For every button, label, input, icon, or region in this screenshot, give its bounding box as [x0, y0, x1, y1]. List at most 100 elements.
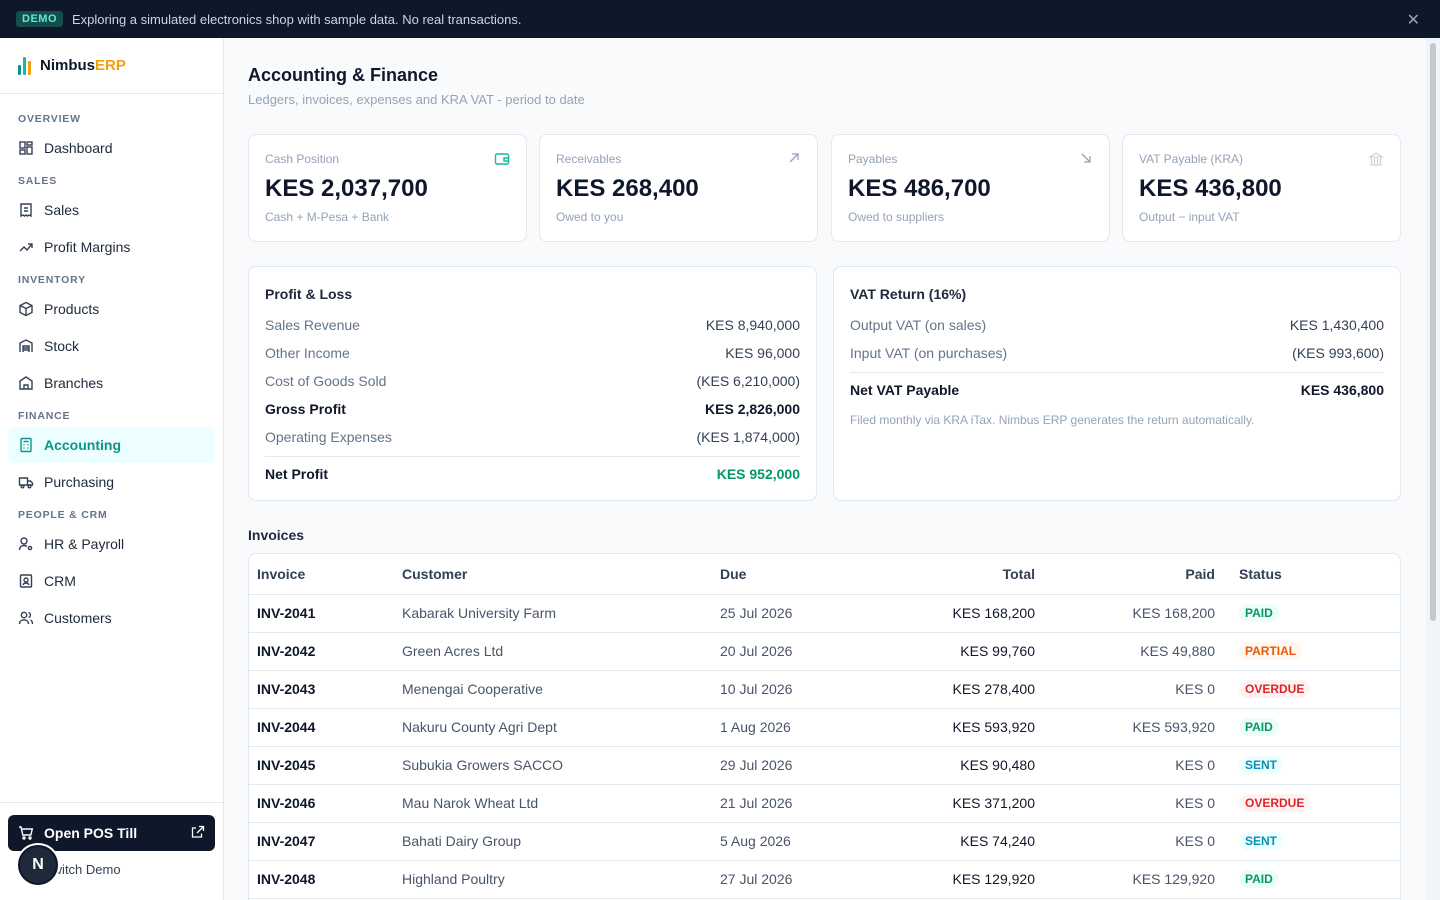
section-overview: OVERVIEW [18, 113, 81, 125]
kpi-card-cash-position: Cash Position KES 2,037,700 Cash + M-Pes… [248, 134, 527, 242]
customer-name: Subukia Growers SACCO [394, 746, 712, 785]
sidebar-item-label: Dashboard [44, 140, 113, 156]
sidebar-item-label: Customers [44, 610, 112, 626]
panel-title: Profit & Loss [265, 286, 353, 302]
sidebar-item-purchasing[interactable]: Purchasing [8, 464, 215, 500]
main-content: Accounting & Finance Ledgers, invoices, … [224, 38, 1426, 900]
kpi-card-vat-payable: VAT Payable (KRA) KES 436,800 Output − i… [1122, 134, 1401, 242]
sidebar-item-branches[interactable]: Branches [8, 365, 215, 401]
switch-demo-button[interactable]: Switch Demo [44, 862, 121, 877]
logo-icon [18, 56, 31, 75]
kpi-card-payables: Payables KES 486,700 Owed to suppliers [831, 134, 1110, 242]
invoice-paid: KES 49,880 [1043, 632, 1223, 671]
column-header[interactable]: Paid [1043, 554, 1223, 595]
kpi-value: KES 436,800 [1139, 175, 1282, 202]
column-header[interactable]: Total [872, 554, 1043, 595]
sidebar-item-label: HR & Payroll [44, 536, 125, 552]
page-title: Accounting & Finance [248, 65, 439, 85]
customer-name: Bahati Dairy Group [394, 822, 712, 861]
status-badge: PAID [1239, 604, 1279, 622]
invoice-total: KES 74,240 [872, 822, 1043, 861]
due-date: 25 Jul 2026 [712, 594, 872, 633]
sidebar-item-products[interactable]: Products [8, 291, 215, 327]
customer-name: Kabarak University Farm [394, 594, 712, 633]
table-row[interactable]: INV-2045 Subukia Growers SACCO 29 Jul 2026… [249, 746, 1400, 785]
sidebar: NimbusERP OVERVIEW Dashboard SALES Sales… [0, 38, 224, 900]
pnl-row: Cost of Goods Sold (KES 6,210,000) [265, 373, 800, 389]
invoice-total: KES 90,480 [872, 746, 1043, 785]
invoice-status: SENT [1223, 822, 1400, 861]
banner-text: Exploring a simulated electronics shop w… [72, 11, 522, 27]
brand[interactable]: NimbusERP [0, 38, 223, 94]
table-row[interactable]: INV-2048 Highland Poultry 27 Jul 2026 KES 1… [249, 860, 1400, 899]
sidebar-item-label: Branches [44, 375, 104, 391]
sidebar-item-label: Products [44, 301, 100, 317]
sidebar-item-dashboard[interactable]: Dashboard [8, 130, 215, 166]
avatar[interactable]: N [18, 845, 58, 885]
sidebar-item-label: Profit Margins [44, 239, 131, 255]
column-header[interactable]: Customer [394, 554, 712, 595]
divider [850, 372, 1384, 373]
invoice-paid: KES 168,200 [1043, 594, 1223, 633]
sidebar-item-hr-payroll[interactable]: HR & Payroll [8, 526, 215, 562]
receipt-icon [18, 202, 34, 218]
invoice-total: KES 99,760 [872, 632, 1043, 671]
invoice-id: INV-2045 [249, 746, 394, 785]
sidebar-footer: Open POS Till Switch Demo N [0, 802, 223, 900]
sidebar-item-customers[interactable]: Customers [8, 600, 215, 636]
kpi-note: Owed to suppliers [848, 210, 945, 224]
sidebar-item-stock[interactable]: Stock [8, 328, 215, 364]
table-row[interactable]: INV-2042 Green Acres Ltd 20 Jul 2026 KES 99… [249, 632, 1400, 671]
column-header[interactable]: Invoice [249, 554, 394, 595]
status-badge: OVERDUE [1239, 794, 1311, 812]
invoices-title: Invoices [248, 527, 305, 543]
due-date: 5 Aug 2026 [712, 822, 872, 861]
table-row[interactable]: INV-2044 Nakuru County Agri Dept 1 Aug 202… [249, 708, 1400, 747]
table-row[interactable]: INV-2046 Mau Narok Wheat Ltd 21 Jul 2026 KE… [249, 784, 1400, 823]
demo-badge: DEMO [16, 11, 63, 27]
customer-name: Mau Narok Wheat Ltd [394, 784, 712, 823]
invoice-paid: KES 593,920 [1043, 708, 1223, 747]
invoices-table: Invoice Customer Due Total Paid Status I… [249, 554, 1400, 899]
panel-title: VAT Return (16%) [850, 286, 967, 302]
invoice-id: INV-2044 [249, 708, 394, 747]
table-row[interactable]: INV-2041 Kabarak University Farm 25 Jul 20… [249, 594, 1400, 633]
sidebar-item-profit-margins[interactable]: Profit Margins [8, 229, 215, 265]
sidebar-item-sales[interactable]: Sales [8, 192, 215, 228]
section-inventory: INVENTORY [18, 274, 86, 286]
status-badge: OVERDUE [1239, 680, 1311, 698]
section-people-crm: PEOPLE & CRM [18, 509, 108, 521]
vat-row: Output VAT (on sales) KES 1,430,400 [850, 317, 1384, 333]
kpi-note: Owed to you [556, 210, 624, 224]
pnl-row-gross-profit: Gross Profit KES 2,826,000 [265, 401, 800, 417]
sidebar-item-crm[interactable]: CRM [8, 563, 215, 599]
table-row[interactable]: INV-2043 Menengai Cooperative 10 Jul 2026 K… [249, 670, 1400, 709]
column-header[interactable]: Due [712, 554, 872, 595]
scrollbar-thumb[interactable] [1430, 43, 1436, 621]
customer-name: Menengai Cooperative [394, 670, 712, 709]
sidebar-nav: OVERVIEW Dashboard SALES Sales Profit Ma… [0, 94, 223, 636]
column-header[interactable]: Status [1223, 554, 1400, 595]
sidebar-item-accounting[interactable]: Accounting [8, 427, 215, 463]
trending-up-icon [18, 239, 34, 255]
invoice-id: INV-2042 [249, 632, 394, 671]
scrollbar[interactable] [1426, 38, 1440, 900]
building-icon [18, 375, 34, 391]
divider [265, 456, 800, 457]
wallet-icon [494, 151, 510, 172]
due-date: 21 Jul 2026 [712, 784, 872, 823]
external-link-icon [191, 825, 205, 842]
status-badge: SENT [1239, 756, 1284, 774]
due-date: 29 Jul 2026 [712, 746, 872, 785]
vat-note: Filed monthly via KRA iTax. Nimbus ERP g… [850, 413, 1255, 427]
page-subtitle: Ledgers, invoices, expenses and KRA VAT … [248, 92, 585, 107]
invoice-status: PAID [1223, 594, 1400, 633]
cart-icon [18, 825, 34, 841]
close-icon[interactable]: ✕ [1406, 12, 1420, 29]
kpi-value: KES 486,700 [848, 175, 991, 202]
status-badge: PARTIAL [1239, 642, 1303, 660]
sidebar-item-label: Purchasing [44, 474, 115, 490]
table-row[interactable]: INV-2047 Bahati Dairy Group 5 Aug 2026 KES … [249, 822, 1400, 861]
invoices-table-card: Invoice Customer Due Total Paid Status I… [248, 553, 1401, 900]
contact-icon [18, 573, 34, 589]
